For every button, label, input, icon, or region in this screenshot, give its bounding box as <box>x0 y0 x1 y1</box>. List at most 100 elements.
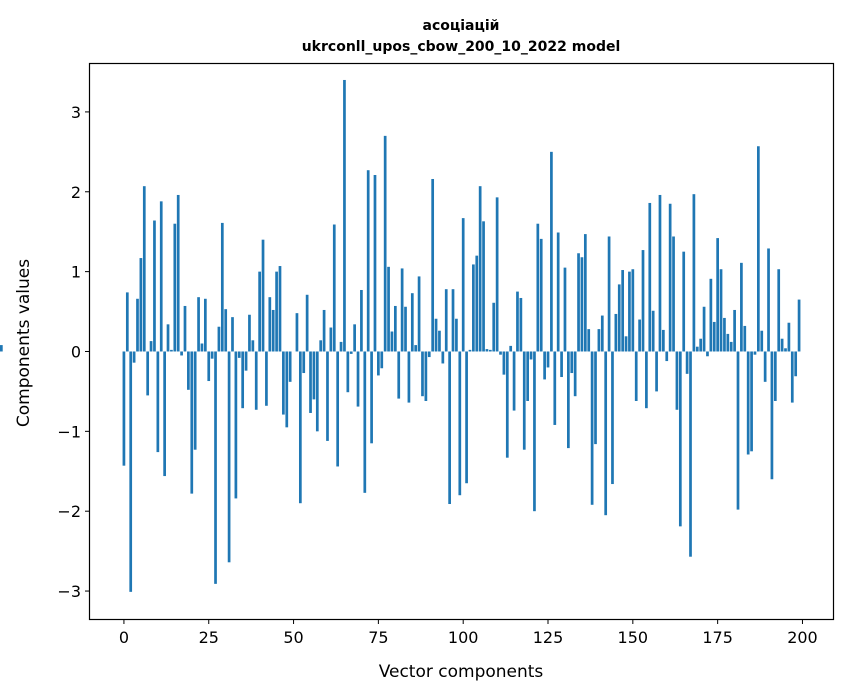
bar <box>339 341 343 352</box>
bar <box>536 223 540 352</box>
bar <box>458 351 462 496</box>
bar <box>424 351 428 401</box>
bar <box>410 293 414 352</box>
x-tick-label: 175 <box>702 628 733 647</box>
bar <box>326 351 329 441</box>
bar <box>658 194 662 352</box>
bar <box>217 326 221 352</box>
bar <box>607 236 611 352</box>
bar <box>142 186 146 352</box>
bar <box>380 351 384 369</box>
x-tick-label: 125 <box>533 628 564 647</box>
bar <box>651 310 655 352</box>
bar <box>777 269 781 352</box>
bar <box>597 329 601 352</box>
bar <box>590 351 594 505</box>
bar <box>746 351 750 455</box>
bar <box>692 194 696 352</box>
bar <box>556 232 560 352</box>
bar <box>631 269 635 352</box>
bar <box>312 351 316 400</box>
bar <box>675 351 679 410</box>
bar <box>570 351 574 374</box>
bar <box>159 201 163 352</box>
chart-title: асоціацій <box>423 18 500 34</box>
bar <box>478 186 482 352</box>
bar <box>587 329 591 352</box>
chart-subtitle: ukrconll_upos_cbow_200_10_2022 model <box>302 39 621 55</box>
bar <box>441 351 445 364</box>
bar <box>533 351 536 512</box>
bar <box>539 238 543 352</box>
bar <box>594 351 597 445</box>
bar <box>224 309 228 352</box>
bar <box>716 238 719 352</box>
bar <box>156 351 160 453</box>
bar <box>329 327 333 352</box>
bar <box>550 151 553 352</box>
bar <box>583 234 587 352</box>
y-axis-ticks: −3 −2 −1 0 1 2 3 <box>57 103 90 601</box>
bar <box>414 345 418 352</box>
bar <box>275 271 278 352</box>
bar <box>580 257 584 352</box>
bar <box>516 291 519 352</box>
bar <box>662 329 665 352</box>
bar <box>210 351 214 359</box>
bar <box>628 271 631 352</box>
bar <box>193 351 197 450</box>
bar <box>237 351 241 358</box>
bar <box>421 351 424 397</box>
y-tick-label: 2 <box>71 183 81 202</box>
bar <box>519 297 523 352</box>
y-tick-label: −3 <box>57 582 81 601</box>
bar <box>373 175 377 352</box>
bar <box>773 351 777 401</box>
bar <box>743 325 747 352</box>
bar <box>546 351 550 368</box>
bar <box>173 223 177 352</box>
bar <box>254 351 258 410</box>
bar <box>787 322 791 352</box>
bar <box>370 351 373 444</box>
bar <box>136 298 139 352</box>
bar <box>295 313 299 352</box>
bar <box>438 330 441 352</box>
y-tick-label: 1 <box>71 263 81 282</box>
bar <box>495 197 499 352</box>
bar <box>509 345 513 352</box>
bar <box>543 351 546 380</box>
x-tick-label: 50 <box>283 628 303 647</box>
bar <box>434 318 438 352</box>
bar <box>393 305 397 352</box>
bar <box>397 351 401 399</box>
bar <box>638 319 641 352</box>
plot-frame <box>88 62 835 621</box>
bar <box>709 278 713 352</box>
bar <box>176 194 180 352</box>
x-tick-label: 0 <box>119 628 129 647</box>
bar <box>268 297 272 352</box>
bar <box>183 305 187 352</box>
bar <box>522 351 526 450</box>
bar <box>285 351 289 428</box>
bar <box>363 351 367 493</box>
bar <box>617 284 621 352</box>
bar <box>203 298 207 352</box>
bar <box>689 351 692 557</box>
bar <box>492 302 496 352</box>
bar <box>757 146 760 352</box>
bar <box>461 218 465 352</box>
bar <box>332 224 336 352</box>
bar <box>678 351 682 527</box>
bar <box>736 351 740 510</box>
bar <box>699 338 703 352</box>
bar <box>343 79 346 352</box>
bar <box>322 309 326 352</box>
bar <box>265 351 268 406</box>
bar <box>319 340 323 352</box>
bar <box>444 289 448 352</box>
bar <box>668 203 672 352</box>
bar <box>278 266 282 352</box>
